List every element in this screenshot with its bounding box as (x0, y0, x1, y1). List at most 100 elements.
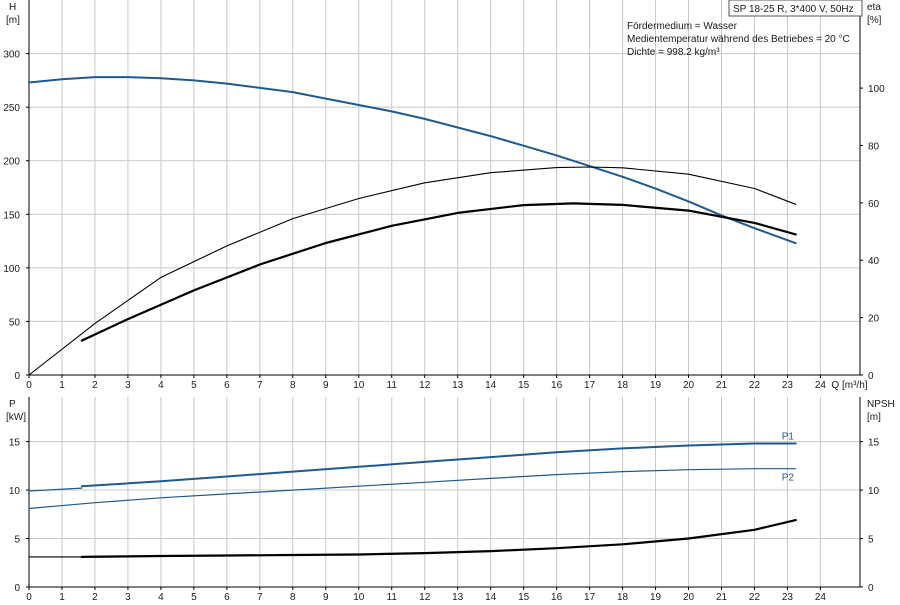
curve-right-4 (80, 519, 797, 558)
left-tick-label: 300 (3, 50, 20, 61)
x-tick-label: 13 (452, 380, 464, 391)
x-tick-label: 0 (26, 380, 32, 391)
left-axis-name: P (9, 399, 16, 410)
left-axis-name: H (9, 2, 16, 13)
x-tick-label: 3 (125, 592, 131, 600)
x-tick-label: 23 (782, 592, 794, 600)
pump-title: SP 18-25 R, 3*400 V, 50Hz (733, 4, 854, 15)
medium-info-line: Fördermedium = Wasser (627, 21, 738, 32)
series-label-p2: P2 (782, 473, 795, 484)
right-axis-unit: [%] (867, 15, 882, 26)
x-tick-label: 10 (353, 380, 365, 391)
x-tick-label: 7 (257, 592, 263, 600)
x-tick-label: 8 (290, 380, 296, 391)
x-tick-label: 19 (650, 380, 662, 391)
left-tick-label: 10 (9, 486, 21, 497)
x-tick-label: 2 (92, 592, 98, 600)
medium-info: Fördermedium = Wasser Medientemperatur w… (627, 21, 850, 58)
right-axis-unit: [m] (867, 412, 881, 423)
x-tick-label: 22 (749, 380, 761, 391)
right-tick-label: 10 (868, 486, 880, 497)
x-tick-label: 12 (419, 380, 431, 391)
x-tick-label: 9 (323, 380, 329, 391)
x-tick-label: 17 (584, 592, 596, 600)
x-tick-label: 18 (617, 380, 629, 391)
medium-info-line: Medientemperatur während des Betriebes =… (627, 34, 850, 45)
x-tick-label: 5 (191, 380, 197, 391)
x-tick-label: 5 (191, 592, 197, 600)
x-tick-label: 11 (387, 592, 398, 600)
right-tick-label: 20 (868, 314, 880, 325)
x-tick-label: 16 (551, 380, 563, 391)
right-axis-name: eta (867, 2, 881, 13)
x-tick-label: 20 (683, 592, 695, 600)
x-tick-label: 19 (650, 592, 662, 600)
x-tick-label: 17 (584, 380, 596, 391)
right-axis-name: NPSH (867, 399, 895, 410)
left-tick-label: 0 (14, 371, 20, 382)
series-layer (28, 76, 797, 558)
left-tick-label: 0 (14, 583, 20, 594)
right-tick-label: 100 (868, 84, 885, 95)
right-tick-label: 15 (868, 438, 880, 449)
x-tick-label: 15 (518, 592, 530, 600)
curve-right-1 (28, 166, 797, 376)
x-tick-label: 21 (716, 380, 728, 391)
x-tick-label: 11 (387, 380, 398, 391)
left-axis-unit: [kW] (6, 412, 26, 423)
x-tick-label: 23 (782, 380, 794, 391)
left-tick-label: 150 (3, 210, 20, 221)
x-tick-label: 18 (617, 592, 629, 600)
pump-title-box: SP 18-25 R, 3*400 V, 50Hz (728, 0, 863, 17)
x-tick-label: 15 (518, 380, 530, 391)
x-tick-label: 4 (158, 592, 164, 600)
x-tick-label: 1 (59, 592, 65, 600)
x-tick-label: 3 (125, 380, 131, 391)
right-tick-label: 5 (868, 535, 874, 546)
axis-layer (26, 0, 863, 590)
x-tick-label: 6 (224, 592, 230, 600)
x-tick-label: 12 (419, 592, 431, 600)
grid-layer (29, 0, 860, 587)
x-tick-label: 14 (485, 380, 497, 391)
x-tick-label: 4 (158, 380, 164, 391)
x-tick-label: 7 (257, 380, 263, 391)
x-tick-label: 10 (353, 592, 365, 600)
x-tick-label: 14 (485, 592, 497, 600)
left-axis-unit: [m] (6, 15, 20, 26)
label-layer: 0 1 2 3 4 5 6 7 8 9 10 11 12 13 14 15 16 17 18 19 20 21 22 23 24… (3, 2, 895, 603)
x-tick-label: 22 (749, 592, 761, 600)
curve-p1 (80, 442, 797, 488)
x-tick-label: 8 (290, 592, 296, 600)
x-axis-title: Q [m³/h] (831, 380, 867, 391)
curve-right-2 (80, 202, 797, 342)
medium-info-line: Dichte = 998.2 kg/m³ (627, 47, 720, 58)
x-tick-label: 24 (815, 592, 827, 600)
left-tick-label: 5 (14, 535, 20, 546)
x-tick-label: 20 (683, 380, 695, 391)
x-tick-label: 24 (815, 380, 827, 391)
right-tick-label: 60 (868, 199, 880, 210)
curve-right-2 (28, 487, 83, 492)
curve-left-0 (28, 76, 797, 245)
x-tick-label: 0 (26, 592, 32, 600)
right-tick-label: 0 (868, 371, 874, 382)
series-label-p1: P1 (782, 432, 795, 443)
x-tick-label: 1 (59, 380, 65, 391)
left-tick-label: 100 (3, 264, 20, 275)
x-tick-label: 9 (323, 592, 329, 600)
x-tick-label: 2 (92, 380, 98, 391)
left-tick-label: 15 (9, 438, 21, 449)
right-tick-label: 40 (868, 256, 880, 267)
x-tick-label: 13 (452, 592, 464, 600)
x-tick-label: 6 (224, 380, 230, 391)
left-tick-label: 250 (3, 103, 20, 114)
x-tick-label: 21 (716, 592, 728, 600)
left-tick-label: 200 (3, 157, 20, 168)
curve-p2 (28, 468, 797, 510)
left-tick-label: 50 (9, 317, 21, 328)
right-tick-label: 0 (868, 583, 874, 594)
right-tick-label: 80 (868, 141, 880, 152)
